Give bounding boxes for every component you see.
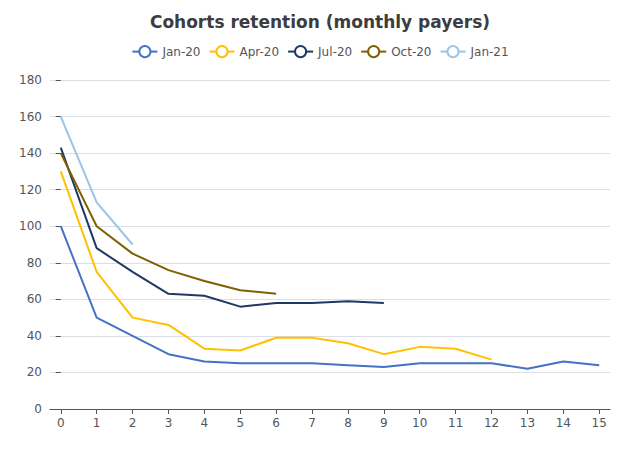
svg-text:60: 60 [27, 292, 42, 306]
svg-text:6: 6 [272, 416, 280, 430]
svg-text:11: 11 [448, 416, 463, 430]
svg-text:0: 0 [57, 416, 65, 430]
svg-text:15: 15 [592, 416, 607, 430]
svg-text:Jan-20: Jan-20 [161, 45, 200, 59]
svg-text:8: 8 [344, 416, 352, 430]
svg-text:7: 7 [308, 416, 316, 430]
svg-text:100: 100 [19, 219, 42, 233]
svg-text:40: 40 [27, 329, 42, 343]
svg-text:Oct-20: Oct-20 [391, 45, 431, 59]
svg-text:13: 13 [520, 416, 535, 430]
svg-text:0: 0 [34, 402, 42, 416]
svg-text:160: 160 [19, 110, 42, 124]
svg-text:10: 10 [412, 416, 427, 430]
svg-text:12: 12 [484, 416, 499, 430]
svg-text:5: 5 [236, 416, 244, 430]
svg-text:120: 120 [19, 183, 42, 197]
svg-text:180: 180 [19, 73, 42, 87]
svg-text:Jan-21: Jan-21 [470, 45, 509, 59]
svg-text:1: 1 [93, 416, 101, 430]
svg-text:Jul-20: Jul-20 [317, 45, 352, 59]
svg-text:4: 4 [201, 416, 209, 430]
svg-text:2: 2 [129, 416, 137, 430]
svg-text:80: 80 [27, 256, 42, 270]
svg-text:9: 9 [380, 416, 388, 430]
svg-text:140: 140 [19, 146, 42, 160]
svg-text:20: 20 [27, 365, 42, 379]
svg-text:3: 3 [165, 416, 173, 430]
svg-text:Cohorts retention (monthly pay: Cohorts retention (monthly payers) [150, 12, 490, 32]
svg-text:Apr-20: Apr-20 [239, 45, 279, 59]
svg-text:14: 14 [556, 416, 571, 430]
